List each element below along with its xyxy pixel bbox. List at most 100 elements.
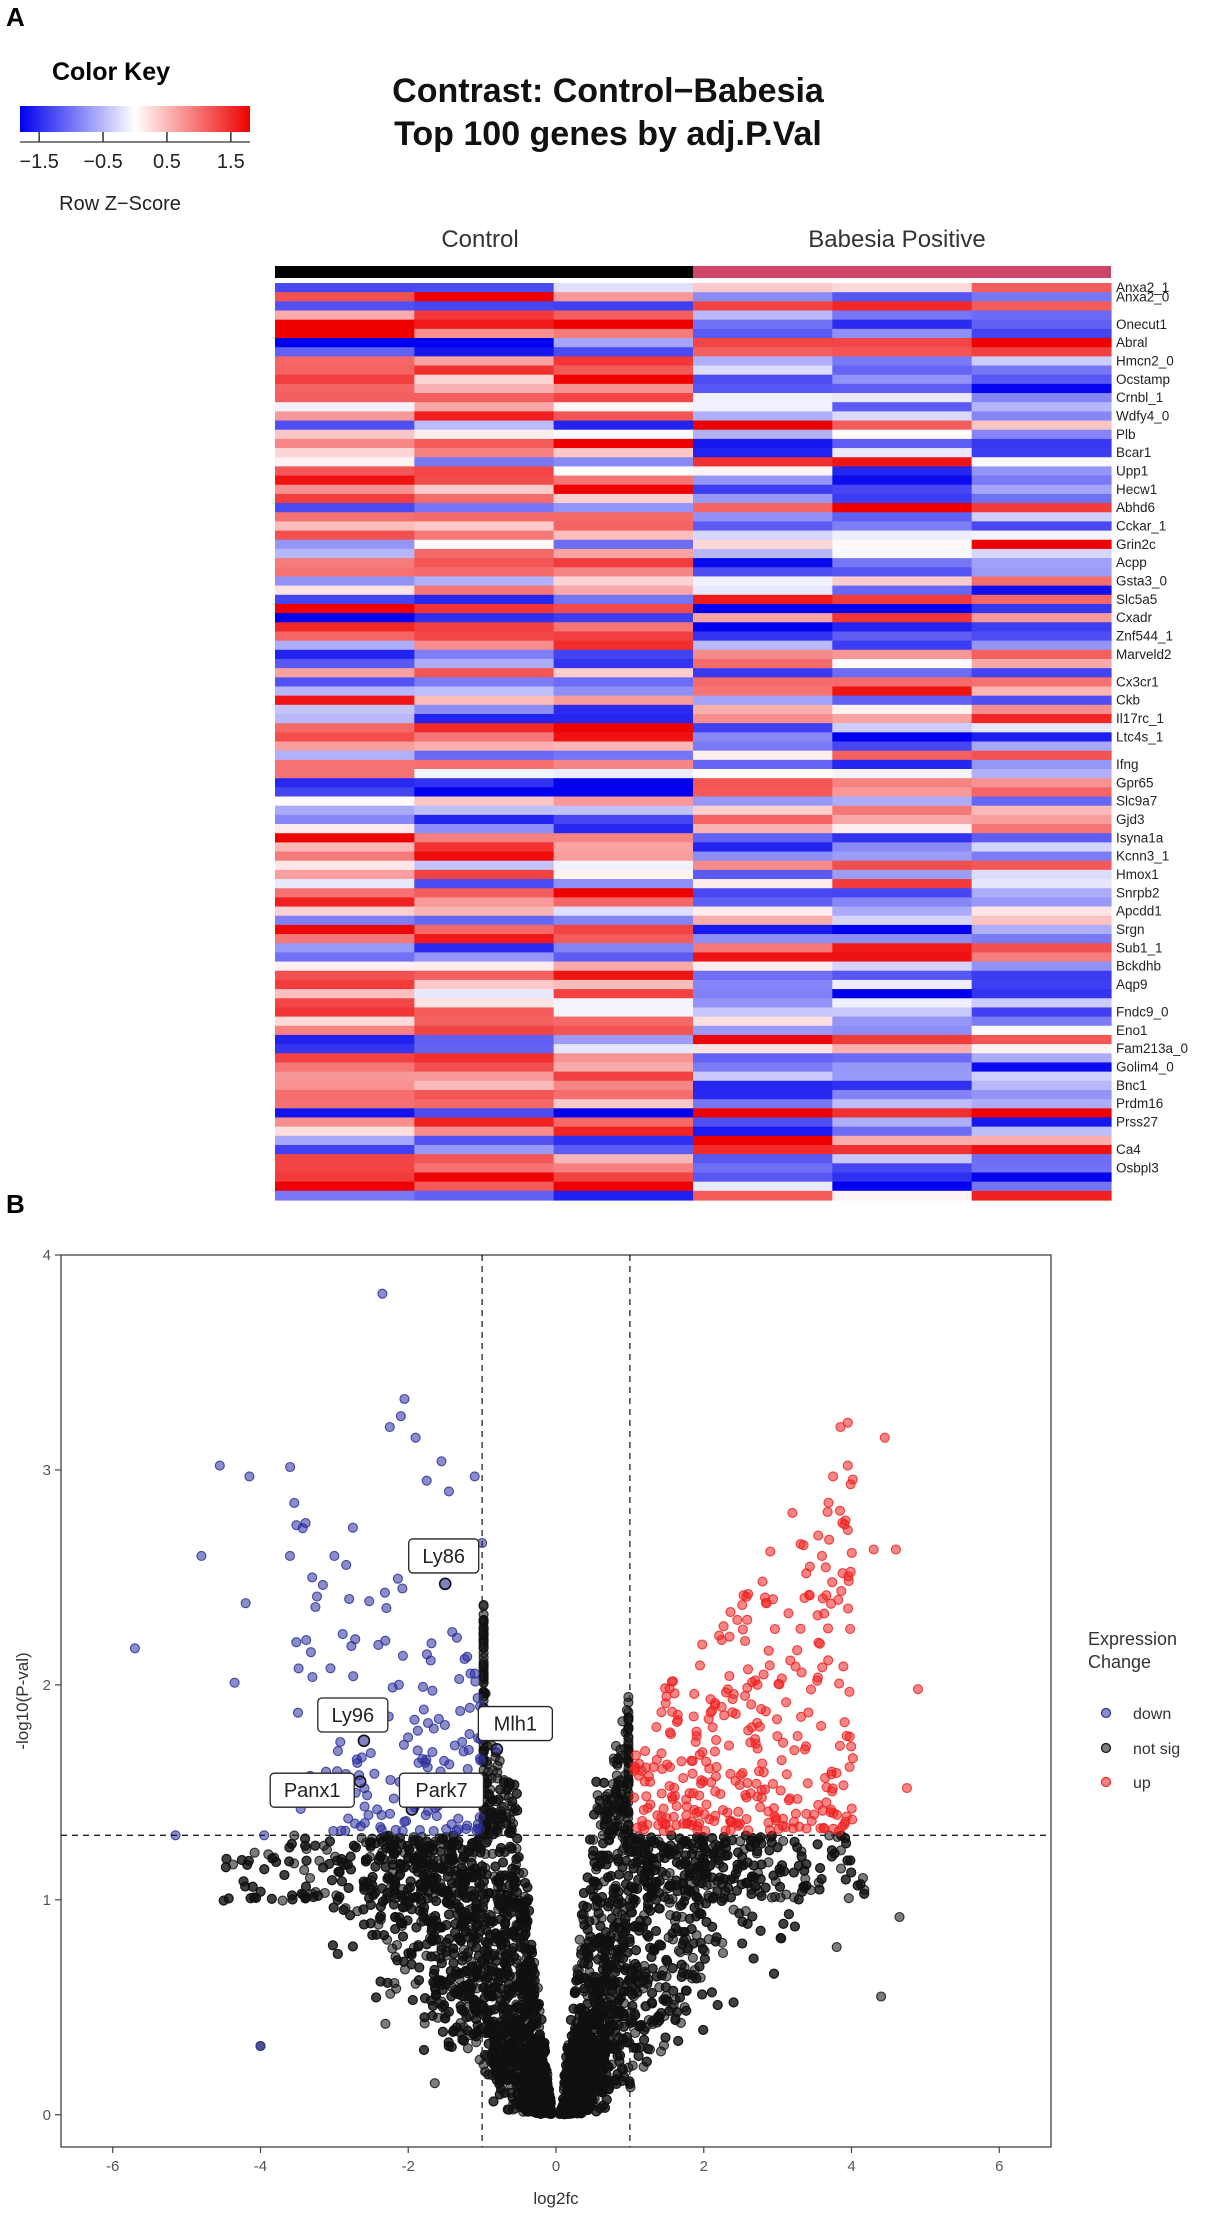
point-not-sig xyxy=(732,1859,743,1870)
heatmap-cell xyxy=(832,732,973,743)
color-key-ticks: −1.5 −0.5 0.5 1.5 xyxy=(19,132,250,173)
heatmap-cell xyxy=(693,283,833,293)
heatmap-cell xyxy=(414,1117,555,1128)
heatmap-cell xyxy=(832,1117,973,1128)
heatmap-cell xyxy=(553,943,694,954)
heatmap-cell xyxy=(971,631,1112,642)
heatmap-cell xyxy=(275,759,415,770)
heatmap-cell xyxy=(553,1108,694,1119)
heatmap-cell xyxy=(971,851,1112,862)
heatmap-cell xyxy=(832,283,973,293)
point-not-sig xyxy=(287,1890,298,1901)
point-not-sig xyxy=(697,1989,708,2000)
heatmap-cell xyxy=(414,824,555,834)
heatmap-cell xyxy=(275,283,415,293)
heatmap-cell xyxy=(414,842,555,853)
heatmap-cell xyxy=(414,704,555,715)
heatmap-cell xyxy=(971,869,1112,880)
point-not-sig xyxy=(375,1901,386,1912)
heatmap-cell xyxy=(275,347,415,357)
heatmap-cell xyxy=(693,897,833,908)
heatmap-cell xyxy=(275,970,415,981)
heatmap-cell xyxy=(832,374,973,385)
point-not-sig xyxy=(676,1900,687,1911)
heatmap-cell xyxy=(971,1117,1112,1128)
heatmap-cell xyxy=(414,723,555,733)
heatmap-cell xyxy=(971,420,1112,431)
heatmap-cell xyxy=(832,989,973,999)
heatmap-cell xyxy=(275,842,415,853)
heatmap-cell xyxy=(414,292,555,302)
point-not-sig xyxy=(731,1885,743,1896)
heatmap-cell xyxy=(832,512,973,523)
heatmap-cell xyxy=(414,888,555,898)
gene-label: Golim4_0 xyxy=(1116,1060,1174,1075)
point-not-sig xyxy=(835,1863,847,1874)
heatmap-cell xyxy=(553,998,694,1009)
point-not-sig xyxy=(593,1908,604,1919)
point-not-sig xyxy=(429,2078,440,2089)
point-not-sig xyxy=(477,1888,489,1899)
heatmap-cell xyxy=(971,1025,1112,1036)
heatmap-cell xyxy=(971,1071,1112,1082)
point-not-sig xyxy=(249,1847,260,1858)
heatmap-cell xyxy=(553,585,694,596)
heatmap-cell xyxy=(553,1016,694,1027)
heatmap-cell xyxy=(832,576,973,587)
heatmap-cell xyxy=(414,613,555,623)
heatmap-cell xyxy=(693,292,833,302)
heatmap-cell xyxy=(693,961,833,972)
heatmap-cell xyxy=(553,814,694,825)
point-not-sig xyxy=(855,1879,866,1890)
point-not-sig xyxy=(815,1863,826,1874)
heatmap-cell xyxy=(832,796,973,807)
point-not-sig xyxy=(814,1884,825,1895)
heatmap-cell xyxy=(553,594,694,605)
gene-label: Bnc1 xyxy=(1116,1078,1147,1093)
y-tick-label: 4 xyxy=(43,1247,51,1264)
heatmap-cell xyxy=(971,530,1112,541)
heatmap-cell xyxy=(275,769,415,779)
gene-label: Acpp xyxy=(1116,555,1147,570)
heatmap-cell xyxy=(275,924,415,935)
heatmap-cell xyxy=(832,741,973,752)
point-not-sig xyxy=(688,1843,699,1854)
heatmap-cell xyxy=(275,796,415,807)
heatmap-cell xyxy=(693,649,833,660)
heatmap-cell xyxy=(275,741,415,752)
heatmap-cell xyxy=(414,503,555,513)
heatmap-cell xyxy=(693,356,833,367)
heatmap-cell xyxy=(275,750,415,761)
heatmap-cell xyxy=(971,668,1112,678)
point-not-sig xyxy=(756,1890,767,1901)
heatmap-cell xyxy=(832,1181,973,1192)
heatmap-cell xyxy=(553,576,694,587)
point-not-sig xyxy=(691,1875,702,1886)
heatmap-cell xyxy=(275,805,415,816)
heatmap-cell xyxy=(832,1126,973,1137)
heatmap-cell xyxy=(693,1089,833,1100)
point-not-sig xyxy=(388,1840,399,1851)
heatmap-cell xyxy=(971,328,1112,339)
point-not-sig xyxy=(671,2007,683,2018)
gene-label: Fam213a_0 xyxy=(1116,1041,1188,1056)
gene-label: Bcar1 xyxy=(1116,445,1151,460)
heatmap-cell xyxy=(553,328,694,339)
heatmap-cell xyxy=(414,1172,555,1183)
point-not-sig xyxy=(494,2078,505,2090)
heatmap-cell xyxy=(693,338,833,348)
gene-label: Bckdhb xyxy=(1116,959,1161,974)
point-not-sig xyxy=(728,1997,739,2008)
gene-label: Abral xyxy=(1116,335,1148,350)
heatmap-cell xyxy=(971,512,1112,523)
heatmap-cell xyxy=(971,906,1112,917)
point-not-sig xyxy=(671,1911,682,1922)
heatmap-cell xyxy=(553,622,694,633)
heatmap-cell xyxy=(832,503,973,513)
heatmap-cell xyxy=(832,594,973,605)
point-not-sig xyxy=(520,2084,531,2095)
heatmap-cell xyxy=(414,558,555,568)
heatmap-cell xyxy=(414,897,555,908)
heatmap-cell xyxy=(275,548,415,559)
heatmap-cell xyxy=(693,1034,833,1045)
